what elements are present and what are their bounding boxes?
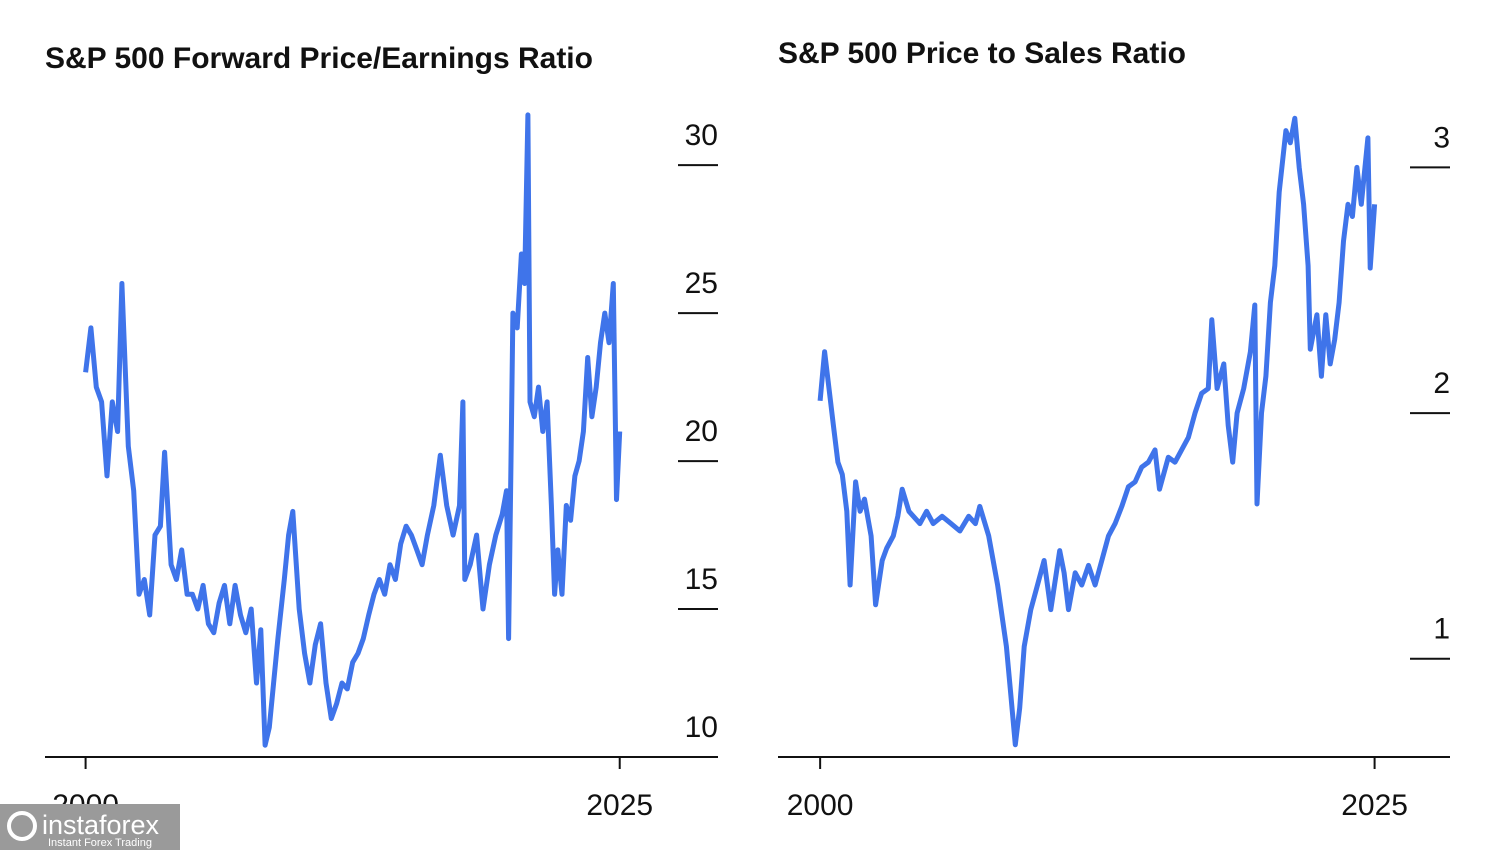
- chart-title: S&P 500 Price to Sales Ratio: [778, 37, 1186, 70]
- y-tick-label: 30: [685, 119, 718, 152]
- y-tick-label: 15: [685, 563, 718, 596]
- watermark-tagline: Instant Forex Trading: [48, 837, 152, 849]
- y-tick-label: 20: [685, 415, 718, 448]
- x-tick-label: 2025: [586, 789, 653, 822]
- watermark-brand: instaforex: [42, 810, 160, 840]
- x-tick-label: 2025: [1341, 789, 1408, 822]
- watermark-box: [0, 804, 180, 850]
- y-tick-label: 10: [685, 711, 718, 744]
- watermark-icon: [7, 811, 37, 841]
- y-tick-label: 25: [685, 267, 718, 300]
- y-tick-label: 2: [1433, 367, 1450, 400]
- data-line: [817, 115, 1378, 748]
- watermark: instaforex Instant Forex Trading: [0, 804, 180, 850]
- x-tick-label: 2000: [787, 789, 854, 822]
- chart-title: S&P 500 Forward Price/Earnings Ratio: [45, 42, 593, 75]
- data-line: [83, 112, 623, 748]
- y-tick-label: 3: [1433, 121, 1450, 154]
- y-tick-label: 1: [1433, 613, 1450, 646]
